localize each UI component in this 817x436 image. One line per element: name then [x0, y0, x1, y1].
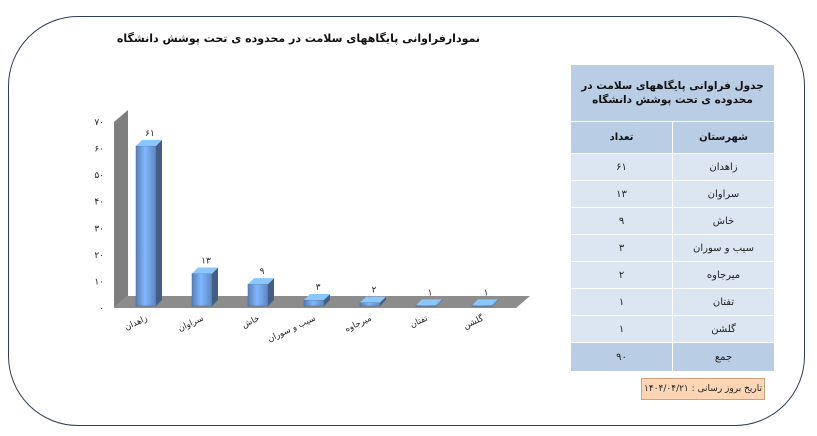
cell-city: سراوان: [672, 180, 775, 208]
y-tick-label: ۶۰: [94, 145, 104, 155]
x-tick-label: خاش: [241, 314, 262, 331]
table-title: جدول فراوانی پایگاههای سلامت در محدوده ی…: [570, 64, 775, 122]
bar-side: [436, 299, 442, 306]
chart-side-wall: [114, 110, 128, 308]
table-row: ۱ تفتان: [570, 288, 775, 316]
cell-count: ۹: [570, 207, 673, 235]
x-tick-label: زاهدان: [123, 314, 149, 333]
cell-city: سیب و سوران: [672, 234, 775, 262]
bar: [303, 299, 325, 307]
total-count: ۹۰: [570, 342, 673, 372]
bar-side: [380, 296, 386, 306]
x-tick-label: میرجاوه: [343, 314, 373, 335]
data-label: ۳: [316, 283, 321, 293]
chart-title: نمودارفراوانی پایگاههای سلامت در محدوده …: [116, 32, 480, 45]
bar: [247, 283, 269, 307]
x-tick-label: تفتان: [409, 313, 430, 330]
cell-count: ۱: [570, 288, 673, 316]
table-row: ۹ خاش: [570, 207, 775, 235]
bar-side: [212, 267, 218, 306]
data-label: ۱: [484, 288, 489, 298]
cell-count: ۲: [570, 261, 673, 289]
table-row: ۶۱ زاهدان: [570, 153, 775, 181]
bar-side: [156, 139, 162, 306]
bar-top: [472, 299, 498, 306]
bar: [415, 305, 437, 307]
table-row: ۲ میرجاوه: [570, 261, 775, 289]
cell-count: ۶۱: [570, 153, 673, 181]
table-row: ۱۳ سراوان: [570, 180, 775, 208]
data-label: ۱: [428, 288, 433, 298]
x-tick-label: گلشن: [462, 312, 486, 331]
y-tick-label: ۷۰: [94, 118, 104, 128]
bar-top: [192, 267, 218, 274]
y-tick-label: ۱۰: [94, 277, 104, 287]
data-label: ۶۱: [145, 129, 155, 139]
frequency-table: جدول فراوانی پایگاههای سلامت در محدوده ی…: [570, 64, 775, 372]
table-total-row: ۹۰ جمع: [570, 342, 775, 372]
bar-top: [248, 278, 274, 285]
data-label: ۲: [372, 286, 377, 296]
cell-count: ۳: [570, 234, 673, 262]
bar-top: [360, 296, 386, 303]
table-row: ۱ گلشن: [570, 315, 775, 343]
total-label: جمع: [672, 342, 775, 372]
bar-top: [136, 139, 162, 146]
header-city: شهرستان: [672, 121, 775, 154]
bar: [359, 302, 381, 307]
table-row: ۳ سیب و سوران: [570, 234, 775, 262]
bar-side: [324, 294, 330, 306]
data-label: ۹: [260, 267, 265, 277]
y-tick-label: ۵۰: [94, 171, 104, 181]
header-count: تعداد: [570, 121, 673, 154]
cell-city: زاهدان: [672, 153, 775, 181]
bar-top: [416, 299, 442, 306]
y-tick-label: ۰: [99, 304, 104, 314]
x-tick-label: سیب و سوران: [266, 314, 317, 345]
cell-city: گلشن: [672, 315, 775, 343]
bar-top: [304, 294, 330, 301]
bar: [471, 305, 493, 307]
update-date-badge: تاریخ بروز رسانی : ۱۴۰۴/۰۴/۲۱: [641, 378, 765, 400]
bar: [135, 145, 157, 307]
bar-side: [492, 299, 498, 306]
y-tick-label: ۲۰: [94, 251, 104, 261]
cell-city: تفتان: [672, 288, 775, 316]
data-label: ۱۳: [201, 256, 211, 266]
bar-side: [268, 278, 274, 306]
x-tick-label: سراوان: [177, 314, 206, 334]
bar: [191, 273, 213, 307]
cell-city: میرجاوه: [672, 261, 775, 289]
cell-count: ۱۳: [570, 180, 673, 208]
cell-city: خاش: [672, 207, 775, 235]
y-tick-label: ۳۰: [94, 224, 104, 234]
cell-count: ۱: [570, 315, 673, 343]
y-tick-label: ۴۰: [94, 198, 104, 208]
